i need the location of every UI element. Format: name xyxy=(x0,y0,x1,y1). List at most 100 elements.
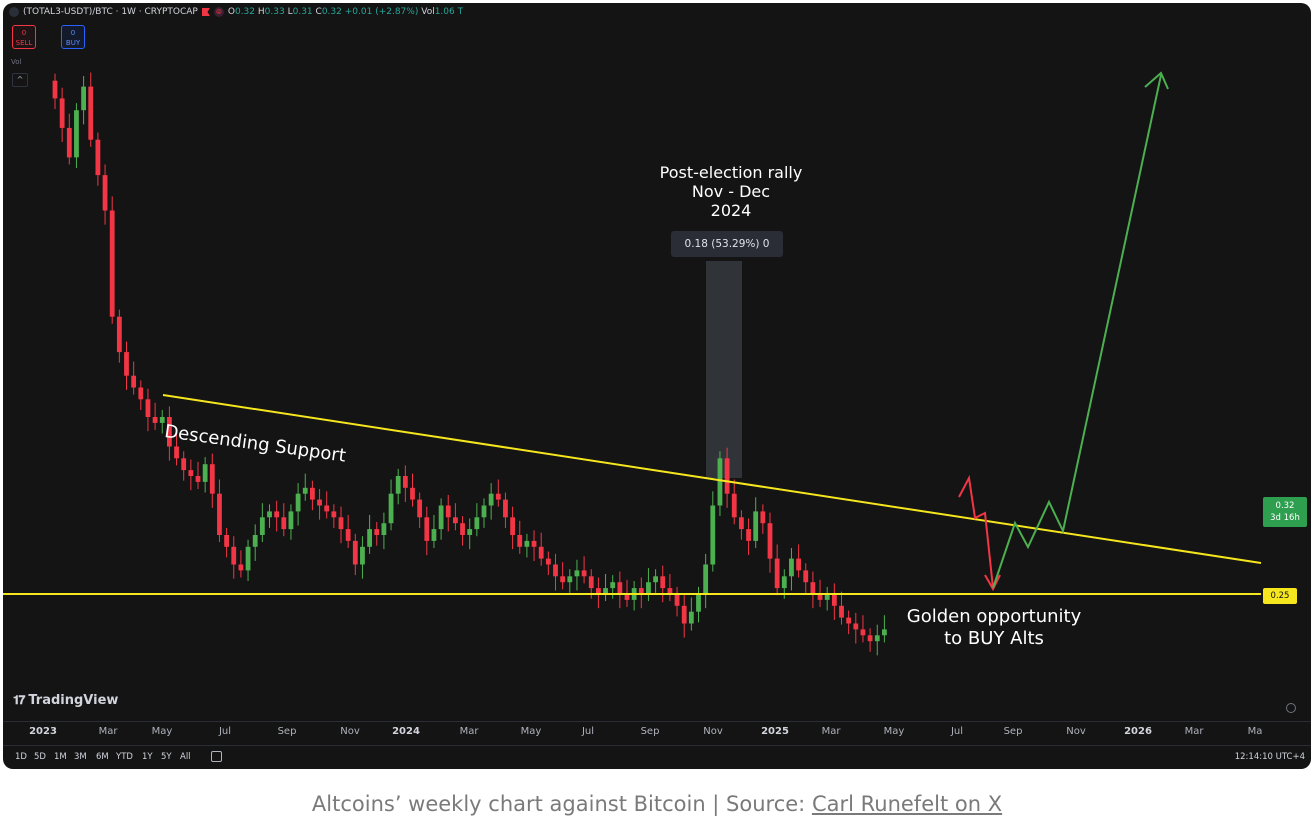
sell-button[interactable]: 0 SELL xyxy=(12,25,36,49)
bullish-projection-line xyxy=(992,74,1162,589)
measure-highlight xyxy=(706,261,742,478)
descending-support-line xyxy=(162,394,1262,564)
candle-body xyxy=(746,529,751,541)
measure-label: 0.18 (53.29%) 0 xyxy=(671,231,783,257)
range-button-5d[interactable]: 5D xyxy=(34,752,46,762)
candle-body xyxy=(646,582,651,594)
candle-body xyxy=(495,493,501,500)
candle-body xyxy=(417,499,423,518)
indicator-menu-icon[interactable]: ⦾ xyxy=(213,7,224,17)
range-button-6m[interactable]: 6M xyxy=(96,752,109,762)
time-tick-label: Sep xyxy=(1003,726,1023,737)
candle-body xyxy=(317,499,322,506)
candle-body xyxy=(474,517,480,530)
candle-body xyxy=(195,476,201,482)
candle-body xyxy=(360,546,365,565)
time-tick-label: Jul xyxy=(581,726,595,737)
range-button-1y[interactable]: 1Y xyxy=(142,752,153,762)
candle-body xyxy=(59,98,65,128)
candle-body xyxy=(167,417,172,447)
candle-body xyxy=(116,316,122,353)
bullish-arrowhead xyxy=(1144,71,1169,90)
calendar-icon[interactable] xyxy=(211,751,222,762)
range-button-1d[interactable]: 1D xyxy=(15,752,27,762)
time-tick-label: May xyxy=(520,726,542,737)
candle-body xyxy=(338,517,344,530)
candle-body xyxy=(553,564,558,577)
range-button-all[interactable]: All xyxy=(180,752,191,762)
source-link[interactable]: Carl Runefelt on X xyxy=(811,792,1003,816)
candle-body xyxy=(66,127,72,158)
candle-body xyxy=(882,629,887,636)
candle-body xyxy=(410,487,415,500)
candle-body xyxy=(774,558,780,589)
candle-body xyxy=(209,464,215,494)
symbol-logo-icon xyxy=(9,7,19,17)
tradingview-logo-icon: 𝟏𝟕 xyxy=(13,693,25,707)
candle-body xyxy=(796,558,801,571)
clock[interactable]: 12:14:10 UTC+4 xyxy=(1234,752,1305,762)
candle-body xyxy=(867,635,873,642)
candle-body xyxy=(188,470,194,476)
candle-body xyxy=(131,375,137,388)
collapse-chevron-icon[interactable]: ^ xyxy=(12,73,28,87)
candle-body xyxy=(174,446,179,459)
candle-body xyxy=(853,623,859,630)
candle-body xyxy=(395,476,401,494)
candle-body xyxy=(145,399,151,417)
time-tick-label: Nov xyxy=(703,726,723,737)
candle-body xyxy=(109,210,115,317)
time-tick-label: Jul xyxy=(950,726,964,737)
buy-button[interactable]: 0 BUY xyxy=(61,25,85,49)
candle-body xyxy=(717,458,723,506)
candle-body xyxy=(159,417,165,423)
symbol-title[interactable]: (TOTAL3-USDT)/BTC · 1W · CRYPTOCAP xyxy=(23,7,198,17)
candle-body xyxy=(703,564,709,594)
time-tick-label: Mar xyxy=(98,726,118,737)
candle-body xyxy=(831,594,837,606)
candle-body xyxy=(638,588,644,594)
volume-legend[interactable]: Vol xyxy=(11,58,22,66)
settings-icon[interactable] xyxy=(1286,703,1296,713)
chart-header: (TOTAL3-USDT)/BTC · 1W · CRYPTOCAP ⦾ O0.… xyxy=(9,7,463,17)
ohlc-values: O0.32 H0.33 L0.31 C0.32 +0.01 (+2.87%) V… xyxy=(227,7,464,17)
candle-body xyxy=(381,523,387,535)
candle-body xyxy=(152,417,158,423)
candle-body xyxy=(753,511,759,541)
candle-body xyxy=(767,523,773,559)
candle-body xyxy=(846,617,852,624)
bearish-arrowhead xyxy=(984,574,1001,592)
candle-body xyxy=(724,458,730,494)
range-button-ytd[interactable]: YTD xyxy=(116,752,133,762)
candle-body xyxy=(538,546,544,559)
candle-body xyxy=(331,511,337,518)
candle-body xyxy=(88,86,94,140)
flag-icon[interactable] xyxy=(201,8,210,16)
candle-body xyxy=(574,570,580,577)
range-button-3m[interactable]: 3M xyxy=(74,752,87,762)
time-axis[interactable]: 2023 Mar May Jul Sep Nov 2024 Mar May Jul Sep Nov 20… xyxy=(3,721,1311,742)
candle-body xyxy=(817,594,823,600)
chart-frame[interactable]: (TOTAL3-USDT)/BTC · 1W · CRYPTOCAP ⦾ O0.… xyxy=(3,3,1311,769)
candle-body xyxy=(660,576,666,589)
candle-body xyxy=(102,175,108,211)
tradingview-watermark[interactable]: 𝟏𝟕 TradingView xyxy=(13,693,119,708)
candle-body xyxy=(560,576,566,583)
range-button-1m[interactable]: 1M xyxy=(54,752,67,762)
candle-body xyxy=(259,517,265,535)
candle-body xyxy=(310,487,315,500)
candle-body xyxy=(138,387,144,400)
bearish-projection-line xyxy=(958,474,994,589)
time-tick-label: Jul xyxy=(218,726,232,737)
level-price-tag: 0.25 xyxy=(1263,588,1297,604)
candle-body xyxy=(567,576,573,583)
price-chart[interactable] xyxy=(3,3,1311,769)
candle-body xyxy=(739,517,744,530)
candle-body xyxy=(860,629,866,636)
candle-body xyxy=(324,505,330,512)
golden-opportunity-annotation: Golden opportunity to BUY Alts xyxy=(906,606,1082,649)
candle-body xyxy=(503,499,508,518)
candle-body xyxy=(803,570,809,583)
time-tick-label: Sep xyxy=(640,726,660,737)
range-button-5y[interactable]: 5Y xyxy=(161,752,172,762)
